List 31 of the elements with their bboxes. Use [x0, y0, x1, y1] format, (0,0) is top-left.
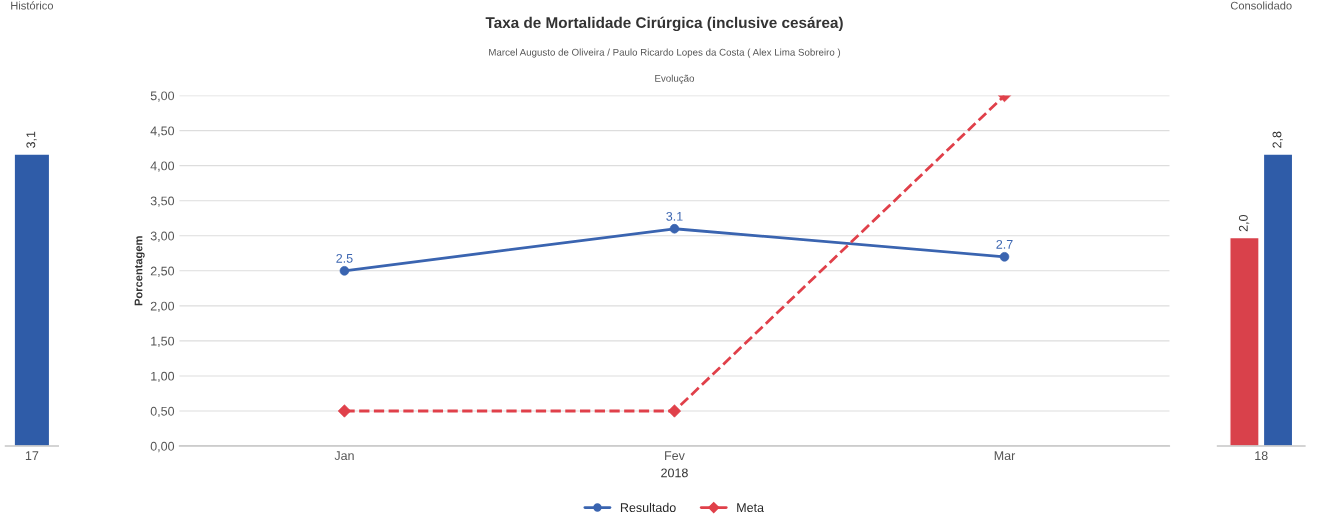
legend-label: Meta: [737, 503, 764, 513]
chart-title: Histórico: [11, 1, 54, 10]
x-axis-title: 2018: [661, 468, 688, 478]
y-tick-label: 1,50: [151, 336, 175, 348]
y-tick-label: 5,00: [150, 91, 175, 102]
data-label: 3,1: [26, 131, 37, 148]
x-tick-label: 17: [25, 451, 39, 460]
text: Evolução: [655, 74, 695, 84]
chart-title: Consolidado: [1230, 1, 1292, 10]
x-tick-label: Mar: [994, 451, 1016, 461]
y-axis-title: Porcentagem: [134, 236, 145, 306]
x-tick-label: Fev: [665, 451, 685, 461]
y-tick-label: 0,50: [150, 406, 175, 418]
y-tick-label: 4,50: [150, 126, 175, 137]
y-tick-label: 2,50: [150, 266, 175, 277]
y-tick-label: 0,00: [150, 441, 175, 453]
data-label: 2,0: [1238, 214, 1250, 232]
legend-label: Resultado: [620, 502, 676, 513]
data-label: 3.1: [666, 211, 683, 221]
y-tick-label: 1,00: [151, 371, 175, 383]
y-tick-label: 2,00: [150, 301, 175, 312]
data-label: 2,8: [1272, 131, 1283, 148]
x-tick-label: Jan: [334, 451, 354, 461]
y-tick-label: 3,50: [150, 196, 175, 207]
chart-subtitle: Marcel Augusto de Oliveira / Paulo Ricardo Lopes da Costa ( Alex Lima Sobreiro ): [489, 48, 841, 58]
data-label: 2.5: [336, 253, 353, 263]
chart-title: Taxa de Mortalidade Cirúrgica (inclusive cesárea): [485, 16, 843, 32]
y-tick-label: 3,00: [150, 231, 175, 242]
x-tick-label: 18: [1255, 451, 1268, 461]
data-label: 2.7: [996, 239, 1013, 249]
y-tick-label: 4,00: [150, 161, 175, 172]
